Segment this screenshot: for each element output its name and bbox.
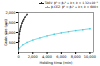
svg-text:1,500: 1,500 [5,20,16,25]
html-text:β-CEZ: β² = β₀² + k·t, k = 600: β-CEZ: β² = β₀² + k·t, k = 600·t [50,5,98,9]
svg-text:Holding time (min): Holding time (min) [40,61,73,65]
svg-text:4,000: 4,000 [42,55,52,59]
svg-text:10,000: 10,000 [84,55,96,59]
svg-text:Grain size (μm): Grain size (μm) [4,18,8,45]
svg-text:1,000: 1,000 [5,30,16,35]
html-text:TA6V: β² = β₀² + k·t, k = 1.32: TA6V: β² = β₀² + k·t, k = 1.32×10⁻¹ [44,1,98,5]
svg-text:500: 500 [9,41,16,45]
svg-text:0: 0 [17,55,19,59]
svg-text:2,000: 2,000 [28,55,38,59]
svg-text:8,000: 8,000 [71,55,81,59]
svg-text:2,000: 2,000 [5,11,15,15]
svg-text:6,000: 6,000 [56,55,66,59]
